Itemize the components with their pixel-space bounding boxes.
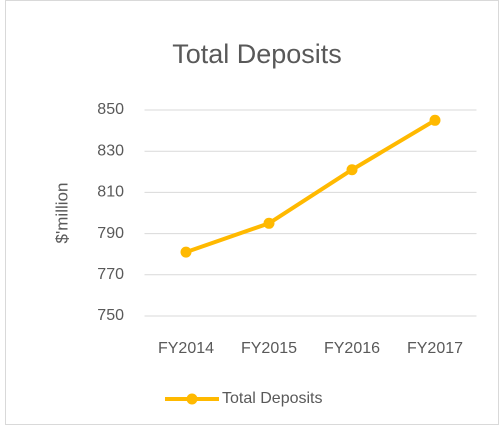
y-axis-label: $'million [52, 183, 71, 244]
y-tick-label: 850 [97, 101, 124, 118]
y-tick-label: 810 [97, 184, 124, 201]
y-tick-label: 830 [97, 142, 124, 159]
chart-title: Total Deposits [172, 39, 342, 69]
x-tick-label: FY2015 [241, 340, 297, 357]
data-point [180, 246, 192, 258]
x-tick-label: FY2014 [158, 340, 214, 357]
x-tick-label: FY2017 [407, 340, 463, 357]
y-tick-label: 790 [97, 225, 124, 242]
legend-label: Total Deposits [222, 390, 323, 407]
chart-border [5, 0, 499, 425]
y-tick-label: 770 [97, 266, 124, 283]
legend-marker [186, 393, 198, 405]
data-point [263, 217, 275, 229]
x-tick-label: FY2016 [324, 340, 380, 357]
data-point [429, 114, 441, 126]
data-point [346, 164, 358, 176]
data-line [185, 118, 437, 255]
y-tick-label: 750 [97, 307, 124, 324]
